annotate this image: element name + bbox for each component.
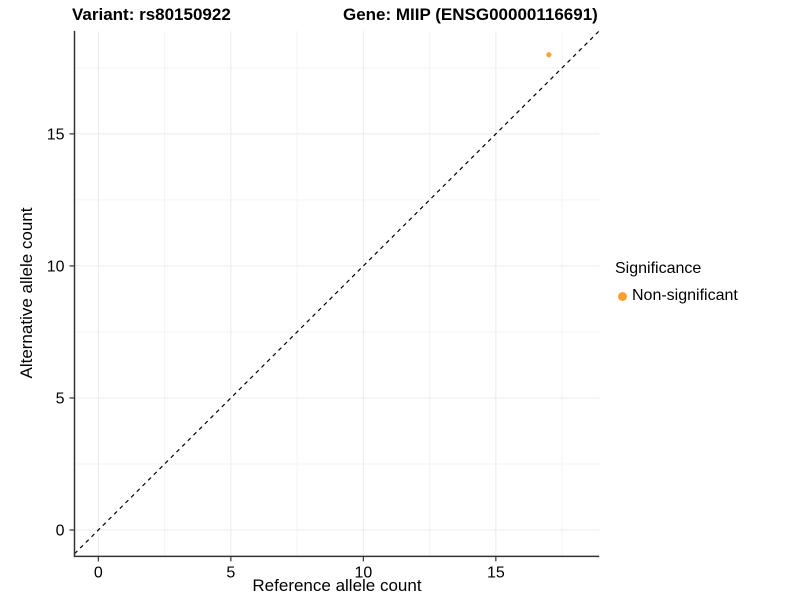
data-point bbox=[546, 52, 552, 58]
legend: Significance Non-significant bbox=[615, 260, 738, 305]
x-tick-label: 15 bbox=[487, 564, 505, 581]
legend-item-label: Non-significant bbox=[632, 287, 738, 304]
plot-title-gene: Gene: MIIP (ENSG00000116691) bbox=[343, 5, 598, 24]
y-tick-label: 15 bbox=[47, 126, 65, 143]
x-tick-label: 0 bbox=[94, 564, 103, 581]
plot-title-variant: Variant: rs80150922 bbox=[72, 5, 231, 24]
y-axis-title: Alternative allele count bbox=[17, 207, 36, 379]
y-tick-label: 0 bbox=[56, 522, 65, 539]
y-tick-label: 5 bbox=[56, 390, 65, 407]
legend-key-dot-icon bbox=[618, 291, 627, 301]
legend-title: Significance bbox=[615, 260, 702, 277]
x-tick-label: 10 bbox=[354, 564, 372, 581]
identity-line bbox=[74, 30, 600, 555]
y-tick-label: 10 bbox=[47, 258, 65, 275]
x-axis-title: Reference allele count bbox=[252, 576, 422, 595]
x-tick-label: 5 bbox=[226, 564, 235, 581]
legend-item: Non-significant bbox=[615, 287, 738, 305]
